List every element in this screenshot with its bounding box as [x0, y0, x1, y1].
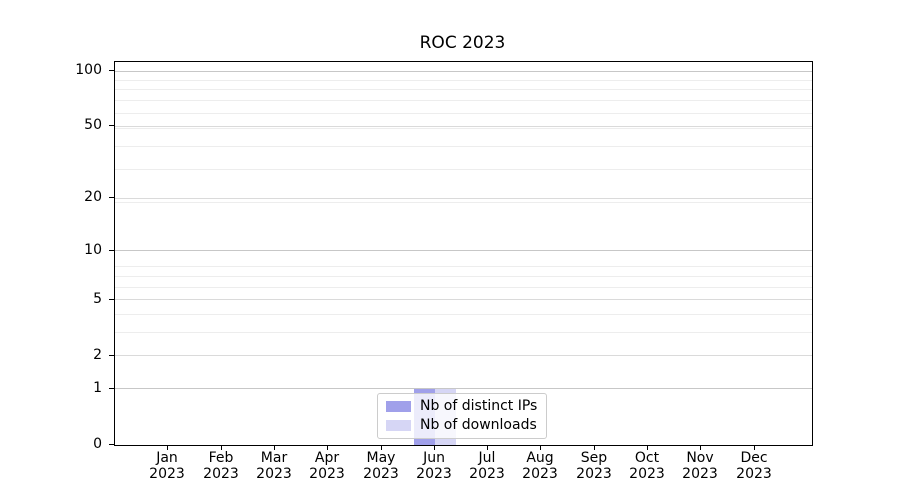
- legend-swatch-nb-of-distinct-ips: [386, 401, 411, 412]
- x-tick-label: Sep 2023: [562, 450, 626, 482]
- legend-row: Nb of downloads: [386, 417, 538, 434]
- y-gridline: [115, 250, 812, 251]
- legend: Nb of distinct IPs Nb of downloads: [377, 393, 547, 439]
- y-gridline-minor: [115, 332, 812, 333]
- plot-area: [114, 61, 813, 446]
- y-tick-mark: [109, 125, 114, 126]
- y-gridline-minor: [115, 202, 812, 203]
- x-tick-month: Apr: [314, 450, 340, 466]
- x-tick-month: Oct: [634, 450, 660, 466]
- y-gridline-minor: [115, 314, 812, 315]
- y-tick-label: 2: [93, 347, 102, 363]
- x-tick-mark: [487, 445, 488, 450]
- x-tick-year: 2023: [256, 466, 292, 482]
- x-tick-year: 2023: [682, 466, 718, 482]
- y-gridline-minor: [115, 266, 812, 267]
- x-tick-month: Sep: [580, 450, 608, 466]
- x-tick-label: Aug 2023: [508, 450, 572, 482]
- x-tick-mark: [434, 445, 435, 450]
- y-gridline: [115, 126, 812, 127]
- x-tick-year: 2023: [363, 466, 399, 482]
- x-tick-label: Apr 2023: [295, 450, 359, 482]
- y-gridline-minor: [115, 276, 812, 277]
- y-gridline: [115, 299, 812, 300]
- x-tick-month: Mar: [260, 450, 288, 466]
- x-tick-month: Dec: [740, 450, 768, 466]
- y-tick-mark: [109, 250, 114, 251]
- y-gridline-minor: [115, 80, 812, 81]
- y-gridline-minor: [115, 169, 812, 170]
- x-tick-mark: [540, 445, 541, 450]
- y-gridline-minor: [115, 287, 812, 288]
- legend-row: Nb of distinct IPs: [386, 398, 538, 415]
- y-tick-label: 20: [84, 189, 102, 205]
- y-tick-mark: [109, 299, 114, 300]
- x-tick-month: May: [366, 450, 396, 466]
- x-tick-label: Jul 2023: [455, 450, 519, 482]
- x-tick-mark: [381, 445, 382, 450]
- x-tick-label: Jun 2023: [402, 450, 466, 482]
- x-tick-mark: [700, 445, 701, 450]
- y-tick-label: 0: [93, 436, 102, 452]
- x-tick-label: Oct 2023: [615, 450, 679, 482]
- legend-swatch-nb-of-downloads: [386, 420, 411, 431]
- x-tick-year: 2023: [736, 466, 772, 482]
- x-tick-year: 2023: [416, 466, 452, 482]
- x-tick-label: Mar 2023: [242, 450, 306, 482]
- y-tick-label: 10: [84, 242, 102, 258]
- x-tick-year: 2023: [149, 466, 185, 482]
- x-tick-month: Feb: [208, 450, 234, 466]
- x-tick-label: May 2023: [349, 450, 413, 482]
- y-gridline-minor: [115, 100, 812, 101]
- x-tick-mark: [274, 445, 275, 450]
- y-gridline-minor: [115, 128, 812, 129]
- x-tick-label: Nov 2023: [668, 450, 732, 482]
- x-tick-year: 2023: [576, 466, 612, 482]
- x-tick-mark: [647, 445, 648, 450]
- chart-title: ROC 2023: [419, 33, 506, 53]
- x-tick-label: Dec 2023: [722, 450, 786, 482]
- y-gridline: [115, 71, 812, 72]
- x-tick-year: 2023: [629, 466, 665, 482]
- y-tick-mark: [109, 70, 114, 71]
- y-gridline: [115, 388, 812, 389]
- legend-label: Nb of distinct IPs: [420, 398, 538, 414]
- y-tick-mark: [109, 355, 114, 356]
- y-tick-label: 100: [75, 62, 102, 78]
- x-tick-month: Aug: [526, 450, 554, 466]
- y-tick-label: 50: [84, 117, 102, 133]
- x-tick-month: Jul: [478, 450, 496, 466]
- y-tick-label: 5: [93, 291, 102, 307]
- x-tick-month: Jan: [156, 450, 178, 466]
- y-gridline-minor: [115, 113, 812, 114]
- y-tick-label: 1: [93, 380, 102, 396]
- x-tick-year: 2023: [309, 466, 345, 482]
- y-gridline: [115, 198, 812, 199]
- x-tick-mark: [754, 445, 755, 450]
- y-gridline-minor: [115, 89, 812, 90]
- x-tick-mark: [327, 445, 328, 450]
- y-gridline: [115, 355, 812, 356]
- x-tick-year: 2023: [203, 466, 239, 482]
- x-tick-year: 2023: [469, 466, 505, 482]
- y-gridline-minor: [115, 146, 812, 147]
- x-tick-month: Jun: [423, 450, 445, 466]
- y-tick-mark: [109, 197, 114, 198]
- x-tick-year: 2023: [522, 466, 558, 482]
- x-tick-mark: [221, 445, 222, 450]
- legend-label: Nb of downloads: [420, 417, 537, 433]
- x-tick-month: Nov: [686, 450, 714, 466]
- x-tick-mark: [167, 445, 168, 450]
- y-tick-mark: [109, 388, 114, 389]
- y-tick-mark: [109, 444, 114, 445]
- x-tick-label: Feb 2023: [189, 450, 253, 482]
- x-tick-mark: [594, 445, 595, 450]
- x-tick-label: Jan 2023: [135, 450, 199, 482]
